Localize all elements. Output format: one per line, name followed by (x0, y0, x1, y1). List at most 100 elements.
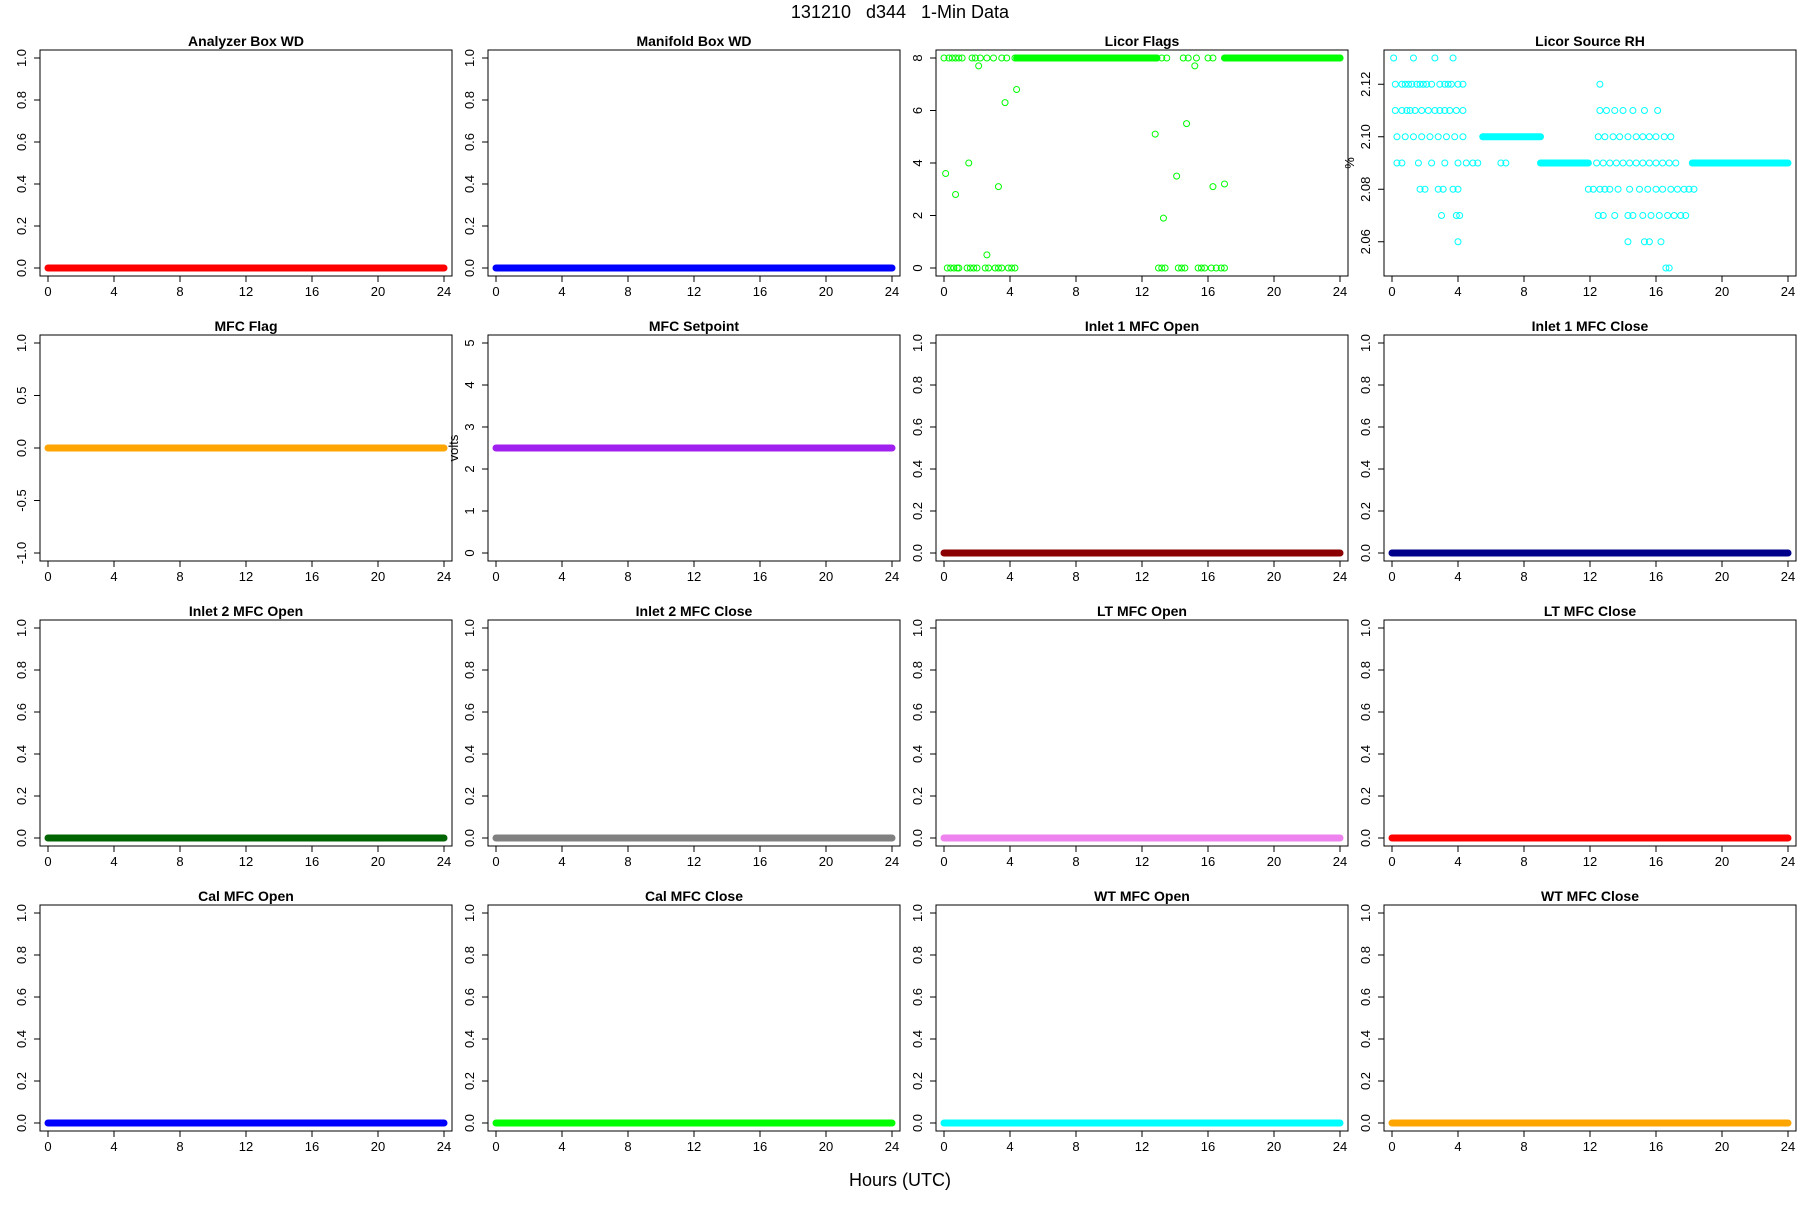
x-tick-label: 4 (110, 1139, 117, 1154)
x-tick-label: 8 (1520, 854, 1527, 869)
data-point (1406, 107, 1414, 114)
chart-panel: Inlet 2 MFC Open 0 4 8 12 16 20 24 0.0 0.2 0.4 0.6 0… (14, 603, 453, 869)
data-point (1594, 133, 1602, 141)
x-tick-label: 20 (819, 284, 833, 299)
x-tick-label: 16 (1201, 284, 1215, 299)
x-tick-label: 8 (1072, 569, 1079, 584)
data-point (1659, 185, 1667, 193)
x-tick-label: 12 (1583, 569, 1597, 584)
data-point (1151, 130, 1159, 138)
data-point (1624, 212, 1632, 219)
y-tick-label: 0.8 (14, 91, 29, 109)
y-tick-label: 3 (462, 423, 477, 430)
y-tick-label: 0.4 (910, 745, 925, 763)
y-tick-label: 0.2 (462, 217, 477, 235)
data-point (1413, 80, 1421, 88)
data-point (1502, 159, 1510, 167)
y-tick-label: 4 (910, 159, 925, 166)
x-tick-label: 12 (1135, 1139, 1149, 1154)
chart-panel: Analyzer Box WD 0 4 8 12 16 20 24 0.0 0.2 0.4 0.6 0.… (14, 33, 453, 299)
data-point (1629, 107, 1637, 114)
x-tick-label: 16 (305, 569, 319, 584)
data-point (1459, 133, 1467, 141)
data-point (1436, 80, 1444, 88)
data-point (1596, 107, 1604, 114)
y-tick-label: -1.0 (14, 542, 29, 564)
x-tick-label: 24 (1781, 1139, 1795, 1154)
y-tick-label: 0.2 (1358, 502, 1373, 520)
y-tick-label: 0.2 (462, 1072, 477, 1090)
data-point (1001, 99, 1009, 107)
x-tick-label: 12 (1583, 1139, 1597, 1154)
data-point (983, 251, 991, 259)
data-point (1652, 185, 1660, 193)
y-tick-label: 0.8 (14, 661, 29, 679)
x-tick-label: 12 (1135, 569, 1149, 584)
x-tick-label: 0 (44, 854, 51, 869)
data-point (1614, 185, 1622, 193)
data-point (1612, 159, 1620, 167)
plot-frame (935, 904, 1349, 1132)
y-tick-label: 0.0 (910, 1114, 925, 1132)
x-tick-label: 24 (437, 284, 451, 299)
x-tick-label: 24 (437, 854, 451, 869)
x-tick-label: 0 (44, 1139, 51, 1154)
data-point (1159, 214, 1167, 222)
data-point (966, 264, 974, 272)
y-tick-label: 1.0 (1358, 904, 1373, 922)
data-point (952, 191, 960, 198)
data-point (1393, 159, 1401, 167)
panel-title: Manifold Box WD (636, 33, 751, 49)
data-point (1398, 107, 1406, 114)
data-point (1662, 264, 1670, 272)
data-point (1401, 80, 1409, 88)
y-tick-label: 2.08 (1358, 177, 1373, 202)
data-point (1497, 159, 1505, 167)
x-tick-label: 0 (492, 284, 499, 299)
panel-title: LT MFC Close (1544, 603, 1637, 619)
x-tick-label: 20 (371, 569, 385, 584)
data-point (1677, 212, 1685, 219)
x-tick-label: 16 (1201, 854, 1215, 869)
x-tick-label: 16 (753, 569, 767, 584)
data-point (1178, 264, 1186, 272)
y-tick-label: 0.2 (14, 1072, 29, 1090)
data-point (952, 54, 960, 62)
x-tick-label: 12 (1135, 854, 1149, 869)
data-point (1584, 185, 1592, 193)
chart-panel: Inlet 1 MFC Close 0 4 8 12 16 20 24 0.0 0.2 0.4 0.6… (1358, 318, 1797, 584)
panel-title: Analyzer Box WD (188, 33, 304, 49)
x-tick-label: 8 (1072, 854, 1079, 869)
data-point (1391, 80, 1399, 88)
y-tick-label: 0.0 (14, 439, 29, 457)
y-tick-label: 0.6 (1358, 988, 1373, 1006)
y-tick-label: 1.0 (910, 619, 925, 637)
x-tick-label: 12 (687, 284, 701, 299)
data-point (1624, 238, 1632, 246)
data-point (1459, 107, 1467, 114)
y-tick-label: 0.4 (1358, 1030, 1373, 1048)
x-tick-label: 24 (1333, 854, 1347, 869)
y-tick-label: 0.6 (910, 418, 925, 436)
data-point (1163, 54, 1171, 62)
data-point (1217, 264, 1225, 272)
data-point (1589, 185, 1597, 193)
x-tick-label: 20 (1715, 1139, 1729, 1154)
y-tick-label: 0.0 (462, 1114, 477, 1132)
data-point (1434, 133, 1442, 141)
y-tick-label: 0.0 (14, 829, 29, 847)
data-point (1593, 159, 1601, 167)
panel-title: Licor Source RH (1535, 33, 1645, 49)
data-point (1616, 133, 1624, 141)
data-point (1191, 62, 1199, 70)
y-tick-label: 1.0 (14, 904, 29, 922)
y-tick-label: 0.0 (910, 829, 925, 847)
data-point (1667, 133, 1675, 141)
x-tick-label: 8 (1520, 284, 1527, 299)
x-tick-label: 0 (44, 569, 51, 584)
x-tick-label: 0 (492, 1139, 499, 1154)
data-point (1221, 264, 1228, 272)
y-tick-label: 0.2 (462, 787, 477, 805)
data-point (1409, 54, 1417, 62)
